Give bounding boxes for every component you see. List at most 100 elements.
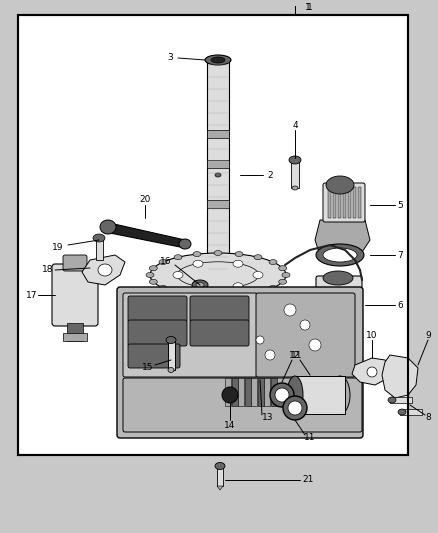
Circle shape bbox=[265, 350, 275, 360]
Text: 5: 5 bbox=[397, 200, 403, 209]
FancyBboxPatch shape bbox=[128, 296, 187, 322]
FancyBboxPatch shape bbox=[52, 264, 98, 326]
Ellipse shape bbox=[150, 253, 286, 297]
Text: 16: 16 bbox=[160, 256, 172, 265]
Ellipse shape bbox=[235, 294, 243, 298]
Text: 9: 9 bbox=[425, 330, 431, 340]
Ellipse shape bbox=[193, 252, 201, 256]
Text: 21: 21 bbox=[302, 475, 314, 484]
Circle shape bbox=[284, 304, 296, 316]
Ellipse shape bbox=[235, 252, 243, 256]
Bar bbox=[400, 409, 422, 415]
Ellipse shape bbox=[214, 295, 222, 300]
Ellipse shape bbox=[254, 290, 262, 295]
Bar bbox=[207, 60, 229, 275]
Circle shape bbox=[222, 387, 238, 403]
Text: 7: 7 bbox=[397, 251, 403, 260]
Ellipse shape bbox=[214, 251, 222, 255]
Text: 17: 17 bbox=[26, 290, 38, 300]
Text: 1: 1 bbox=[307, 4, 313, 12]
FancyBboxPatch shape bbox=[123, 378, 362, 432]
Bar bbox=[358, 187, 361, 218]
Text: 11: 11 bbox=[304, 433, 316, 442]
Polygon shape bbox=[217, 486, 223, 490]
Ellipse shape bbox=[254, 255, 262, 260]
Text: 11: 11 bbox=[291, 351, 303, 359]
Ellipse shape bbox=[292, 186, 298, 190]
Polygon shape bbox=[315, 220, 370, 255]
Bar bbox=[348, 187, 351, 218]
Bar bbox=[96, 238, 103, 260]
Ellipse shape bbox=[253, 271, 263, 279]
Text: 20: 20 bbox=[139, 196, 151, 205]
FancyBboxPatch shape bbox=[256, 293, 355, 377]
Bar bbox=[217, 466, 223, 486]
Ellipse shape bbox=[211, 57, 225, 63]
Ellipse shape bbox=[193, 260, 203, 267]
Polygon shape bbox=[82, 255, 125, 285]
Ellipse shape bbox=[166, 336, 176, 343]
Bar bbox=[207, 130, 229, 138]
Circle shape bbox=[256, 336, 264, 344]
Ellipse shape bbox=[275, 388, 289, 402]
Text: 6: 6 bbox=[397, 301, 403, 310]
Bar bbox=[295, 376, 345, 414]
Ellipse shape bbox=[100, 220, 116, 234]
Bar bbox=[264, 378, 270, 406]
Ellipse shape bbox=[398, 409, 406, 415]
Text: 12: 12 bbox=[290, 351, 301, 359]
FancyBboxPatch shape bbox=[128, 320, 187, 346]
Ellipse shape bbox=[159, 260, 167, 264]
Ellipse shape bbox=[149, 266, 157, 271]
Ellipse shape bbox=[323, 271, 353, 285]
Ellipse shape bbox=[215, 463, 225, 470]
Text: 18: 18 bbox=[42, 265, 54, 274]
FancyBboxPatch shape bbox=[117, 287, 363, 438]
Ellipse shape bbox=[168, 367, 174, 373]
Text: 4: 4 bbox=[292, 120, 298, 130]
Bar bbox=[244, 378, 251, 406]
Ellipse shape bbox=[330, 376, 350, 414]
Polygon shape bbox=[105, 222, 185, 248]
Ellipse shape bbox=[367, 367, 377, 377]
Polygon shape bbox=[352, 326, 360, 350]
Ellipse shape bbox=[289, 156, 301, 164]
Text: 2: 2 bbox=[267, 171, 273, 180]
Ellipse shape bbox=[173, 271, 183, 279]
Text: 14: 14 bbox=[224, 421, 236, 430]
Bar bbox=[207, 200, 229, 208]
Ellipse shape bbox=[196, 282, 204, 287]
FancyBboxPatch shape bbox=[190, 320, 249, 346]
Text: 10: 10 bbox=[366, 330, 378, 340]
Bar bbox=[67, 323, 83, 341]
Ellipse shape bbox=[215, 173, 221, 177]
Bar bbox=[225, 378, 231, 406]
Bar bbox=[18, 15, 408, 455]
FancyBboxPatch shape bbox=[190, 296, 249, 322]
Text: 19: 19 bbox=[52, 243, 64, 252]
Ellipse shape bbox=[149, 279, 157, 284]
Ellipse shape bbox=[288, 401, 302, 415]
Ellipse shape bbox=[323, 248, 357, 262]
Bar bbox=[271, 378, 276, 406]
Bar bbox=[232, 378, 237, 406]
Bar bbox=[18, 15, 408, 455]
Text: 3: 3 bbox=[167, 52, 173, 61]
Bar bbox=[333, 187, 336, 218]
Bar bbox=[238, 378, 244, 406]
Ellipse shape bbox=[269, 260, 277, 264]
Circle shape bbox=[300, 320, 310, 330]
Bar bbox=[343, 187, 346, 218]
Ellipse shape bbox=[233, 260, 243, 267]
Bar bbox=[207, 160, 229, 168]
Ellipse shape bbox=[98, 264, 112, 276]
Ellipse shape bbox=[193, 283, 203, 290]
Ellipse shape bbox=[287, 376, 303, 414]
Ellipse shape bbox=[279, 266, 287, 271]
Ellipse shape bbox=[159, 286, 167, 290]
Ellipse shape bbox=[177, 262, 259, 288]
Ellipse shape bbox=[283, 396, 307, 420]
Ellipse shape bbox=[326, 176, 354, 194]
Bar bbox=[338, 187, 341, 218]
Circle shape bbox=[309, 339, 321, 351]
